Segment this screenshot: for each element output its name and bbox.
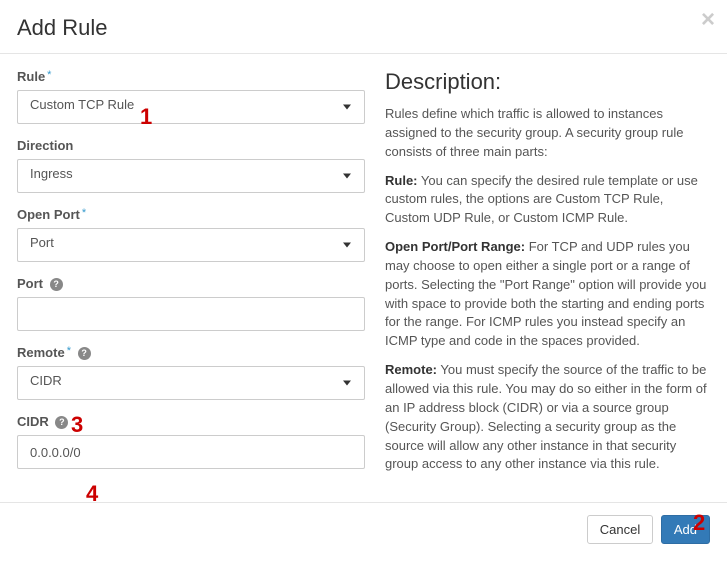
port-input[interactable] bbox=[17, 297, 365, 331]
cidr-label-text: CIDR bbox=[17, 414, 49, 429]
required-star-icon: * bbox=[47, 69, 51, 81]
required-star-icon: * bbox=[67, 345, 71, 357]
open-port-label: Open Port* bbox=[17, 207, 365, 222]
rule-select-value: Custom TCP Rule bbox=[17, 90, 365, 124]
description-column: Description: Rules define which traffic … bbox=[385, 69, 710, 484]
description-title: Description: bbox=[385, 69, 710, 95]
add-button[interactable]: Add bbox=[661, 515, 710, 544]
remote-label: Remote* ? bbox=[17, 345, 365, 360]
close-icon[interactable]: × bbox=[701, 8, 715, 32]
cidr-label: CIDR ? bbox=[17, 414, 365, 429]
description-rule: Rule: You can specify the desired rule t… bbox=[385, 172, 710, 229]
open-port-select-value: Port bbox=[17, 228, 365, 262]
open-port-field-group: Open Port* Port bbox=[17, 207, 365, 262]
modal-body: Rule* Custom TCP Rule Direction Ingress … bbox=[0, 54, 727, 502]
help-icon[interactable]: ? bbox=[55, 416, 68, 429]
help-icon[interactable]: ? bbox=[78, 347, 91, 360]
required-star-icon: * bbox=[82, 207, 86, 219]
help-icon[interactable]: ? bbox=[50, 278, 63, 291]
rule-select[interactable]: Custom TCP Rule bbox=[17, 90, 365, 124]
direction-select-value: Ingress bbox=[17, 159, 365, 193]
description-remote-text: You must specify the source of the traff… bbox=[385, 362, 707, 471]
port-label-text: Port bbox=[17, 276, 43, 291]
open-port-label-text: Open Port bbox=[17, 207, 80, 222]
port-label: Port ? bbox=[17, 276, 365, 291]
rule-label-text: Rule bbox=[17, 69, 45, 84]
open-port-select[interactable]: Port bbox=[17, 228, 365, 262]
description-openport-text: For TCP and UDP rules you may choose to … bbox=[385, 239, 706, 348]
description-rule-text: You can specify the desired rule templat… bbox=[385, 173, 698, 226]
remote-label-text: Remote bbox=[17, 345, 65, 360]
direction-select[interactable]: Ingress bbox=[17, 159, 365, 193]
description-intro: Rules define which traffic is allowed to… bbox=[385, 105, 710, 162]
cidr-input[interactable] bbox=[17, 435, 365, 469]
remote-field-group: Remote* ? CIDR bbox=[17, 345, 365, 400]
remote-select-value: CIDR bbox=[17, 366, 365, 400]
rule-label: Rule* bbox=[17, 69, 365, 84]
cidr-field-group: CIDR ? bbox=[17, 414, 365, 469]
direction-label: Direction bbox=[17, 138, 365, 153]
rule-field-group: Rule* Custom TCP Rule bbox=[17, 69, 365, 124]
cancel-button[interactable]: Cancel bbox=[587, 515, 653, 544]
description-rule-label: Rule: bbox=[385, 173, 418, 188]
remote-select[interactable]: CIDR bbox=[17, 366, 365, 400]
description-remote-label: Remote: bbox=[385, 362, 437, 377]
modal-header: Add Rule × bbox=[0, 0, 727, 54]
description-openport: Open Port/Port Range: For TCP and UDP ru… bbox=[385, 238, 710, 351]
description-openport-label: Open Port/Port Range: bbox=[385, 239, 525, 254]
add-rule-modal: Add Rule × Rule* Custom TCP Rule Directi… bbox=[0, 0, 727, 556]
form-column: Rule* Custom TCP Rule Direction Ingress … bbox=[17, 69, 365, 484]
modal-title: Add Rule bbox=[17, 15, 710, 41]
port-field-group: Port ? bbox=[17, 276, 365, 331]
modal-footer: Cancel Add bbox=[0, 502, 727, 556]
description-remote: Remote: You must specify the source of t… bbox=[385, 361, 710, 474]
direction-field-group: Direction Ingress bbox=[17, 138, 365, 193]
